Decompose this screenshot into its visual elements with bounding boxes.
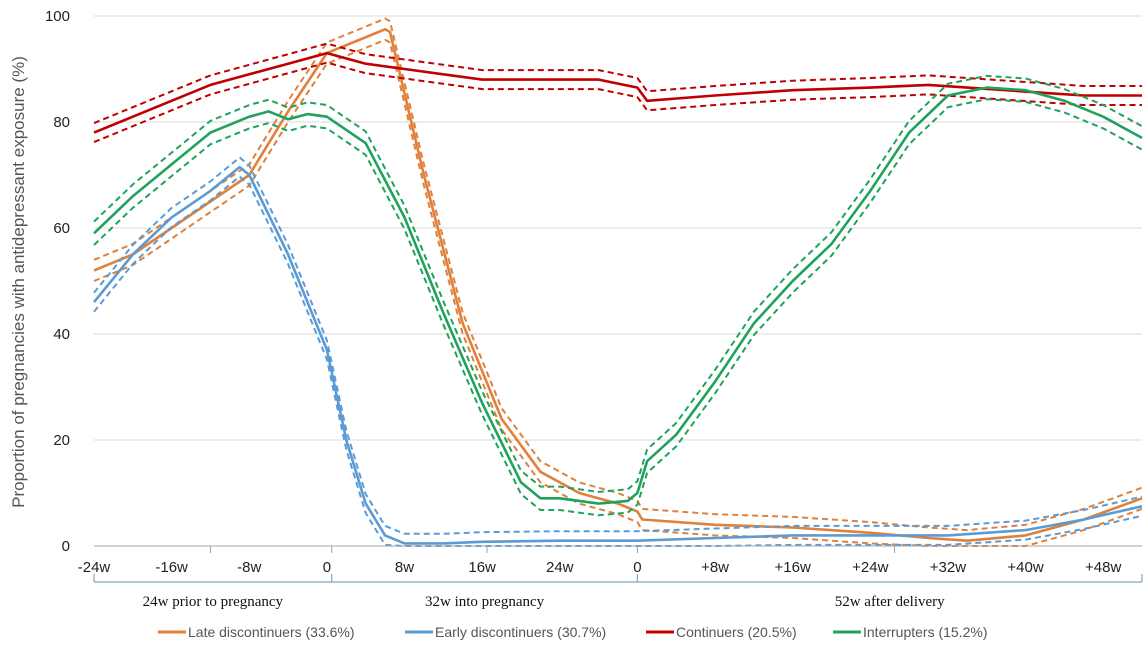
x-tick-label: +24w — [852, 559, 888, 576]
series-ci-upper — [93, 42, 1142, 125]
legend-item: Late discontinuers (33.6%) — [158, 624, 355, 640]
series-layer — [92, 17, 1143, 547]
series-line — [92, 165, 1143, 545]
section-label: 52w after delivery — [835, 594, 945, 610]
x-tick-label: 24w — [546, 559, 574, 576]
series-ci-lower — [93, 61, 1142, 144]
series-line — [93, 28, 1143, 542]
series — [93, 74, 1143, 517]
series — [92, 156, 1143, 547]
x-axis-sections: 24w prior to pregnancy 32w into pregnancy… — [93, 574, 1143, 610]
y-tick-label: 40 — [53, 326, 70, 343]
series-ci-upper — [93, 74, 1143, 493]
section-label: 24w prior to pregnancy — [143, 594, 284, 610]
legend-item: Early discontinuers (30.7%) — [405, 624, 606, 640]
legend-label: Early discontinuers (30.7%) — [435, 624, 606, 640]
y-tick-label: 20 — [53, 432, 70, 449]
series-ci-lower — [93, 98, 1143, 517]
section-label: 32w into pregnancy — [425, 594, 545, 610]
series-line — [93, 86, 1143, 505]
x-tick-label: +32w — [930, 559, 966, 576]
x-tick-label: -24w — [78, 559, 111, 576]
x-tick-label: +48w — [1085, 559, 1121, 576]
y-axis: 0 20 40 60 80 100 — [45, 8, 70, 555]
y-axis-label: Proportion of pregnancies with antidepre… — [9, 56, 28, 508]
x-tick-label: +40w — [1007, 559, 1043, 576]
series-ci-upper — [93, 156, 1143, 535]
gridlines — [94, 15, 1142, 547]
legend-label: Interrupters (15.2%) — [863, 624, 988, 640]
series-line — [93, 51, 1142, 134]
legend-label: Continuers (20.5%) — [676, 624, 797, 640]
y-tick-label: 80 — [53, 114, 70, 131]
y-tick-label: 100 — [45, 8, 70, 25]
y-tick-label: 60 — [53, 220, 70, 237]
series-ci-upper — [93, 17, 1143, 532]
series-ci-lower — [93, 175, 1143, 547]
x-tick-label: 0 — [323, 559, 331, 576]
legend-label: Late discontinuers (33.6%) — [188, 624, 355, 640]
x-tick-label: 16w — [468, 559, 496, 576]
x-tick-label: +16w — [775, 559, 811, 576]
x-tick-label: -16w — [155, 559, 188, 576]
series — [93, 42, 1142, 144]
x-tick-label: +8w — [701, 559, 729, 576]
legend: Late discontinuers (33.6%) Early disconti… — [158, 624, 988, 640]
x-tick-label: 0 — [633, 559, 641, 576]
x-tick-label: 8w — [395, 559, 414, 576]
legend-item: Continuers (20.5%) — [646, 624, 797, 640]
x-tick-label: -8w — [237, 559, 261, 576]
y-tick-label: 0 — [62, 538, 70, 555]
legend-item: Interrupters (15.2%) — [833, 624, 988, 640]
x-axis: -24w -16w -8w 0 8w 16w 24w 0 +8w +16w +24w +32w +40w… — [78, 545, 1142, 576]
